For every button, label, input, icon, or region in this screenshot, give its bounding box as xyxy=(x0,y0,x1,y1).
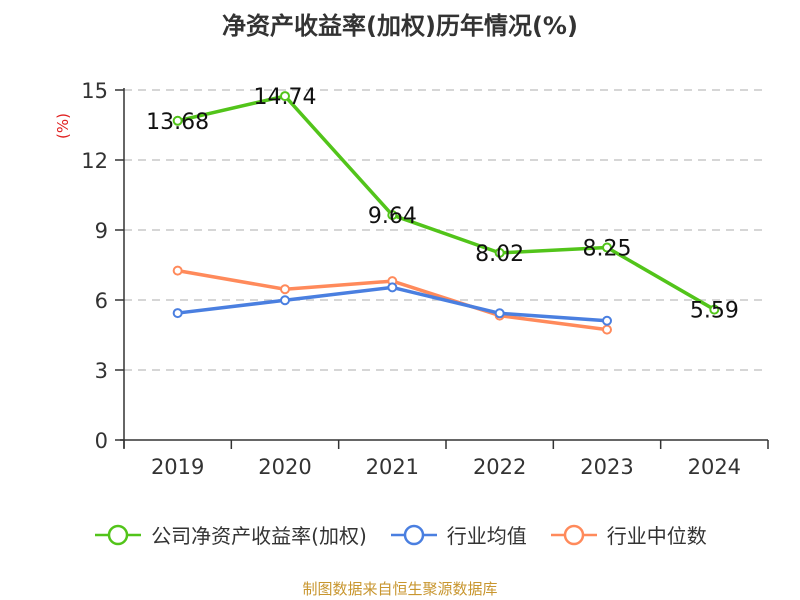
data-point xyxy=(709,304,720,315)
y-tick-label: 9 xyxy=(95,219,108,243)
data-point xyxy=(602,324,612,335)
y-tick-label: 3 xyxy=(95,359,108,383)
x-tick-label: 2022 xyxy=(473,455,526,479)
legend-label: 行业中位数 xyxy=(606,524,707,548)
data-point xyxy=(172,265,183,276)
x-tick-label: 2024 xyxy=(688,455,741,479)
axes: 0 3 6 9 12 15 2019 2020 2021 2022 2023 2024 xyxy=(81,79,769,479)
legend-marker-icon xyxy=(95,524,142,545)
legend-marker-icon xyxy=(390,524,437,545)
x-tick-label: 2021 xyxy=(366,455,419,479)
legend-item[interactable]: 行业中位数 xyxy=(549,520,707,549)
series-line xyxy=(177,285,608,323)
legend-marker-icon xyxy=(550,524,597,545)
data-source: 制图数据来自恒生聚源数据库 xyxy=(302,580,498,598)
legend: 公司净资产收益率(加权) 行业均值 行业中位数 xyxy=(0,520,800,549)
data-point xyxy=(387,210,398,221)
legend-label: 行业均值 xyxy=(446,524,527,548)
data-labels: 13.68 14.74 9.64 8.02 8.25 5.59 xyxy=(146,85,739,324)
line-chart: 0 3 6 9 12 15 2019 2020 2021 2022 2023 2024 13.68 14… xyxy=(54,79,769,479)
y-tick-label: 0 xyxy=(95,429,108,453)
data-label: 5.59 xyxy=(690,299,739,324)
x-tick-label: 2023 xyxy=(580,455,633,479)
series-group xyxy=(172,91,720,335)
data-label: 8.25 xyxy=(583,237,632,262)
legend-item[interactable]: 公司净资产收益率(加权) xyxy=(93,520,367,549)
data-label: 14.74 xyxy=(254,85,317,110)
y-tick-label: 12 xyxy=(81,149,108,173)
x-tick-label: 2020 xyxy=(258,455,311,479)
y-tick-label: 15 xyxy=(81,79,108,103)
legend-item[interactable]: 行业均值 xyxy=(389,520,527,549)
data-point xyxy=(602,315,612,326)
data-point xyxy=(494,247,505,258)
y-axis-label: (%) xyxy=(54,113,72,139)
data-point xyxy=(280,295,290,306)
grid-lines xyxy=(124,89,768,371)
data-point xyxy=(172,308,183,319)
data-point xyxy=(172,115,183,126)
legend-label: 公司净资产收益率(加权) xyxy=(151,524,367,548)
data-point xyxy=(602,242,612,253)
y-tick-label: 6 xyxy=(95,289,108,313)
x-tick-label: 2019 xyxy=(151,455,204,479)
data-label: 13.68 xyxy=(146,110,209,135)
data-label: 8.02 xyxy=(475,242,524,267)
data-point xyxy=(280,284,290,295)
chart-title: 净资产收益率(加权)历年情况(%) xyxy=(222,12,578,40)
series-line xyxy=(177,94,716,312)
data-label: 9.64 xyxy=(368,204,417,229)
data-point xyxy=(280,91,290,102)
data-point xyxy=(494,308,505,319)
data-point xyxy=(387,282,398,293)
